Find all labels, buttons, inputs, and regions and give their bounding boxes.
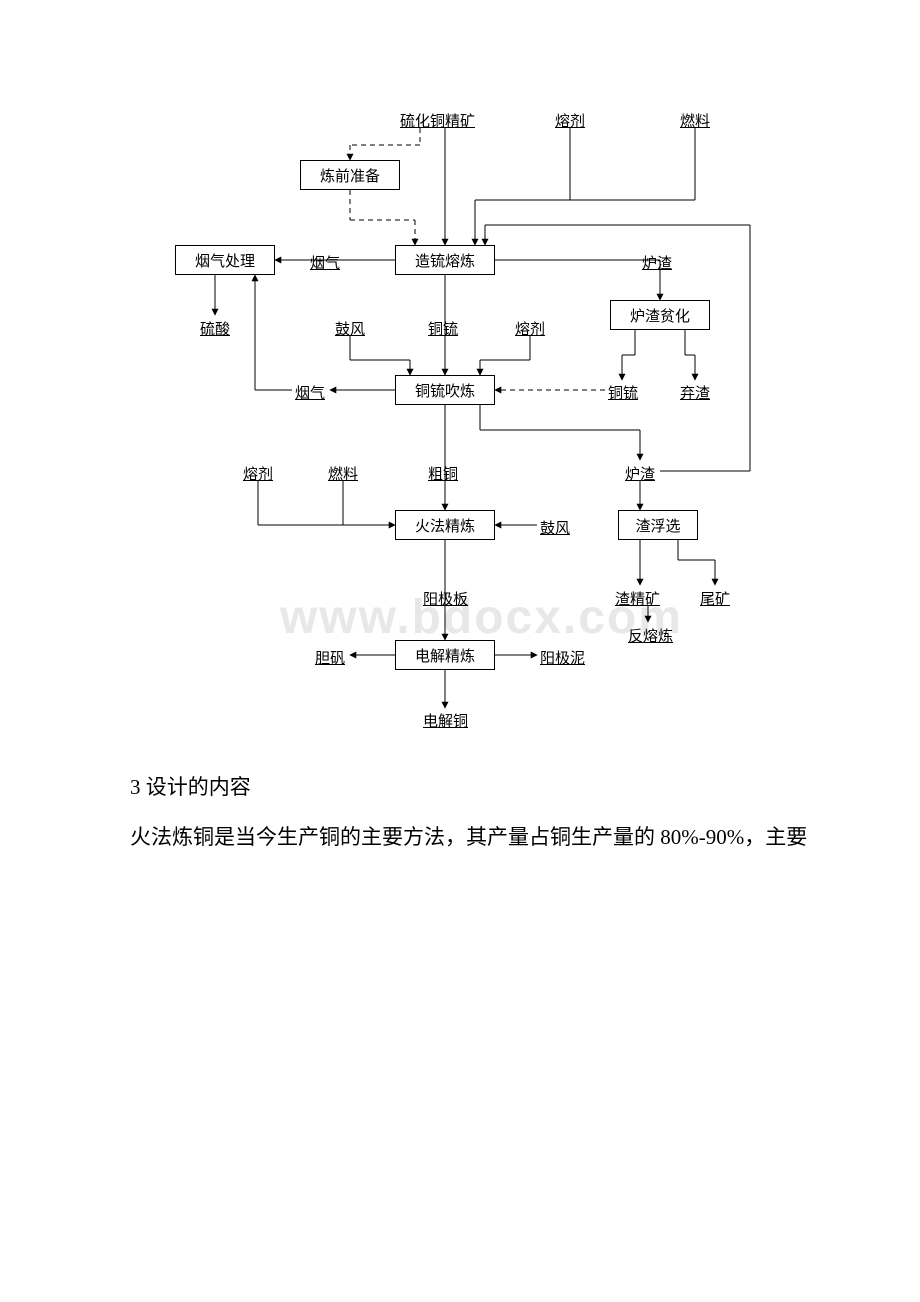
page: www.bdocx.com 炼前准备 造锍熔炼 烟气处理 炉渣贫化 铜锍吹炼 火… <box>0 0 920 1302</box>
flowchart-edges <box>0 0 920 760</box>
heading-section-3: 3 设计的内容 <box>88 770 848 806</box>
flowchart: www.bdocx.com 炼前准备 造锍熔炼 烟气处理 炉渣贫化 铜锍吹炼 火… <box>0 0 920 760</box>
paragraph-body: 火法炼铜是当今生产铜的主要方法，其产量占铜生产量的 80%-90%，主要 <box>88 820 848 856</box>
